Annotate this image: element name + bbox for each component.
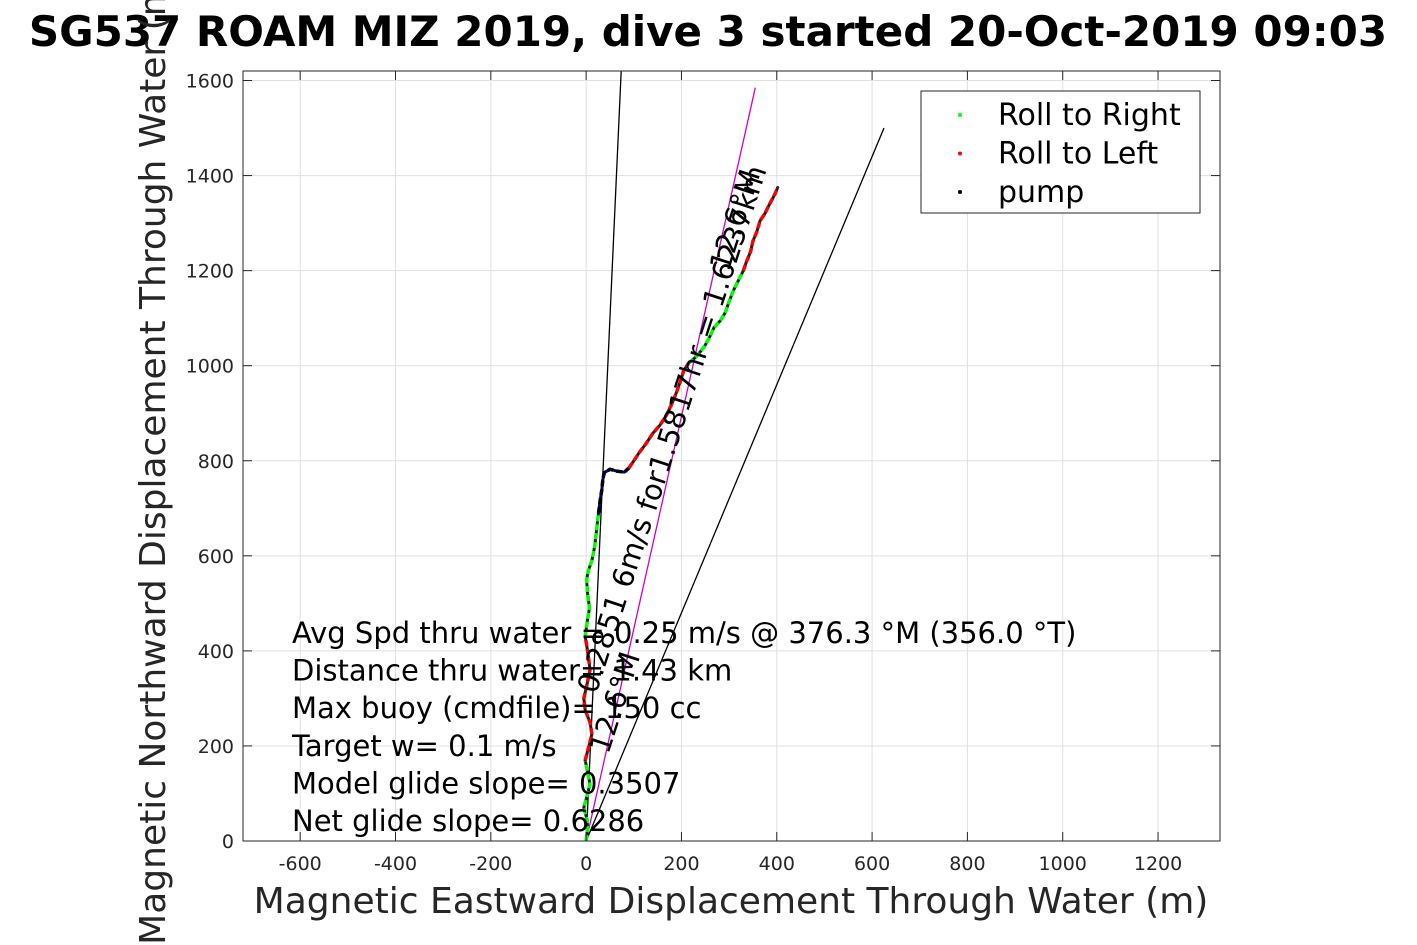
x-tick-label: -400 [374,853,417,875]
x-tick-label: 600 [854,853,890,875]
grid [243,71,1220,842]
stats-line: Target w= 0.1 m/s [291,729,557,763]
y-tick-label: 400 [198,641,234,663]
legend-marker [958,113,962,117]
reference-lines [585,71,885,841]
reference-line [585,127,885,841]
track-segment-roll-to-left [627,362,691,469]
stats-line: Max buoy (cmdfile)= 150 cc [292,691,701,725]
legend-marker [958,151,962,156]
x-tick-label: 400 [759,853,795,875]
dive-track [582,186,780,841]
track-segment-pump [596,466,631,514]
y-tick-label: 600 [198,546,234,568]
y-tick-label: 0 [222,831,234,853]
y-tick-label: 200 [198,736,234,758]
reference-line [585,87,756,841]
track-segment-roll-to-right [582,759,592,841]
y-tick-label: 1600 [186,71,234,93]
stats-line: Avg Spd thru water = 0.25 m/s @ 376.3 °M… [292,616,1076,650]
track-segment-roll-to-right [583,512,601,637]
x-tick-label: 1200 [1134,853,1182,875]
x-tick-label: -600 [279,853,322,875]
legend-label: Roll to Left [998,137,1158,172]
axis-ticks: -600 -400 -200 0 200 400 600 800 1000 1200 0 200 400… [186,71,1220,875]
legend-marker [958,190,962,194]
track-segment-roll-to-left [582,636,594,761]
track-segment-roll-to-left [741,186,780,272]
y-axis-label: Magnetic Northward Displacement Through … [133,0,174,945]
x-tick-label: -200 [469,853,512,875]
reference-line [585,71,622,841]
x-axis-label: Magnetic Eastward Displacement Through W… [254,881,1209,922]
stats-line: Net glide slope= 0.6286 [292,804,644,838]
y-tick-label: 1400 [186,166,234,188]
y-tick-label: 1000 [186,356,234,378]
stats-text: Avg Spd thru water = 0.25 m/s @ 376.3 °M… [291,616,1076,838]
stats-line: Model glide slope= 0.3507 [292,766,680,800]
x-tick-label: 800 [949,853,985,875]
y-tick-label: 800 [198,451,234,473]
legend-label: pump [998,175,1084,210]
chart-title: SG537 ROAM MIZ 2019, dive 3 started 20-O… [29,7,1387,56]
legend-box [920,90,1201,214]
plot-frame [242,70,1221,842]
x-tick-label: 200 [663,853,699,875]
x-tick-label: 1000 [1039,853,1087,875]
legend-label: Roll to Right [998,98,1181,133]
y-tick-label: 1200 [186,261,234,283]
stats-line: Distance thru water= 1.43 km [292,654,732,688]
x-tick-label: 0 [580,853,592,875]
track-segment-roll-to-right [687,269,745,365]
